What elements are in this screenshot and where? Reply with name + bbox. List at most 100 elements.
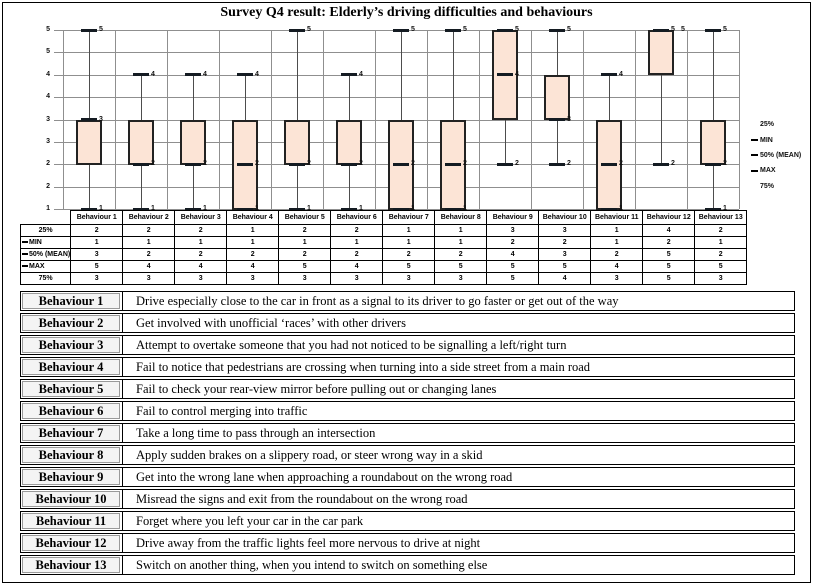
max-marker bbox=[185, 73, 201, 76]
table-value-cell: 1 bbox=[70, 236, 124, 249]
min-value-label: 1 bbox=[255, 205, 259, 212]
table-value-cell: 2 bbox=[694, 224, 748, 237]
behaviour-description: Misread the signs and exit from the roun… bbox=[136, 491, 468, 506]
y-gridline bbox=[54, 52, 739, 53]
max-marker bbox=[393, 29, 409, 32]
behaviour-row: Behaviour 12 Drive away from the traffic … bbox=[20, 533, 795, 553]
behaviour-row: Behaviour 6 Fail to control merging into … bbox=[20, 401, 795, 421]
table-value-cell: 1 bbox=[434, 236, 488, 249]
y-axis-tick-label: 2 bbox=[46, 160, 50, 167]
whisker bbox=[453, 30, 454, 209]
table-value-cell: 4 bbox=[486, 248, 540, 261]
category-header-cell: Behaviour 9 bbox=[486, 210, 540, 225]
behaviour-description: Fail to check your rear-view mirror befo… bbox=[136, 381, 497, 396]
behaviour-description: Fail to control merging into traffic bbox=[136, 403, 308, 418]
row-header-cell: MAX bbox=[19, 260, 72, 273]
table-value-cell: 5 bbox=[694, 260, 748, 273]
mean-value-label: 2 bbox=[463, 160, 467, 167]
mean-value-label: 2 bbox=[151, 160, 155, 167]
table-value-cell: 2 bbox=[382, 248, 436, 261]
behaviour-label-cell: Behaviour 12 bbox=[21, 534, 123, 552]
table-value-cell: 4 bbox=[174, 260, 228, 273]
category-header-cell: Behaviour 5 bbox=[278, 210, 332, 225]
table-value-cell: 5 bbox=[642, 272, 696, 285]
behaviour-label: Behaviour 8 bbox=[22, 447, 120, 463]
behaviour-row: Behaviour 4 Fail to notice that pedestria… bbox=[20, 357, 795, 377]
table-value-cell: 3 bbox=[330, 272, 384, 285]
box-25-75 bbox=[76, 120, 102, 165]
min-value-label: 1 bbox=[99, 205, 103, 212]
legend-dash-icon bbox=[22, 265, 28, 268]
y-gridline bbox=[54, 75, 739, 76]
behaviour-label: Behaviour 1 bbox=[22, 293, 120, 309]
row-header-cell: 25% bbox=[19, 224, 72, 237]
behaviour-description: Drive away from the traffic lights feel … bbox=[136, 535, 481, 550]
table-value-cell: 3 bbox=[278, 272, 332, 285]
category-separator-line bbox=[63, 30, 64, 209]
mean-marker bbox=[133, 163, 149, 166]
table-value-cell: 3 bbox=[590, 272, 644, 285]
mean-marker bbox=[289, 163, 305, 166]
table-value-cell: 5 bbox=[486, 260, 540, 273]
mean-marker bbox=[341, 163, 357, 166]
category-separator-line bbox=[167, 30, 168, 209]
category-header-cell: Behaviour 10 bbox=[538, 210, 592, 225]
category-separator-line bbox=[531, 30, 532, 209]
behaviour-label: Behaviour 7 bbox=[22, 425, 120, 441]
table-value-cell: 3 bbox=[70, 248, 124, 261]
mean-marker bbox=[601, 163, 617, 166]
category-separator-line bbox=[479, 30, 480, 209]
table-value-cell: 4 bbox=[122, 260, 176, 273]
min-value-label: 2 bbox=[515, 160, 519, 167]
max-marker bbox=[289, 29, 305, 32]
behaviour-label: Behaviour 3 bbox=[22, 337, 120, 353]
table-value-cell: 4 bbox=[590, 260, 644, 273]
category-header-cell: Behaviour 8 bbox=[434, 210, 488, 225]
legend-label: MAX bbox=[760, 167, 776, 175]
category-separator-line bbox=[635, 30, 636, 209]
row-header-cell: 75% bbox=[19, 272, 72, 285]
table-value-cell: 2 bbox=[278, 224, 332, 237]
behaviour-row: Behaviour 9 Get into the wrong lane when … bbox=[20, 467, 795, 487]
y-axis-tick-label: 3 bbox=[46, 116, 50, 123]
table-value-cell: 1 bbox=[382, 224, 436, 237]
legend-label: 75% bbox=[760, 182, 775, 190]
table-value-cell: 5 bbox=[538, 260, 592, 273]
blank-corner-cell bbox=[21, 211, 71, 225]
behaviour-row: Behaviour 11 Forget where you left your c… bbox=[20, 511, 795, 531]
whisker bbox=[713, 30, 714, 209]
table-value-cell: 5 bbox=[642, 248, 696, 261]
y-axis-tick-label: 5 bbox=[46, 48, 50, 55]
behaviour-label-cell: Behaviour 11 bbox=[21, 512, 123, 530]
behaviour-label: Behaviour 12 bbox=[22, 535, 120, 551]
behaviour-row: Behaviour 1 Drive especially close to the… bbox=[20, 291, 795, 311]
category-header-cell: Behaviour 2 bbox=[122, 210, 176, 225]
category-separator-line bbox=[271, 30, 272, 209]
table-value-cell: 2 bbox=[642, 236, 696, 249]
behaviour-row: Behaviour 3 Attempt to overtake someone t… bbox=[20, 335, 795, 355]
mean-value-label: 3 bbox=[99, 116, 103, 123]
max-marker bbox=[341, 73, 357, 76]
max-value-label: 4 bbox=[359, 71, 363, 78]
category-separator-line bbox=[687, 30, 688, 209]
table-value-cell: 2 bbox=[226, 248, 280, 261]
y-axis-tick-label: 5 bbox=[46, 26, 50, 33]
max-value-label: 4 bbox=[203, 71, 207, 78]
table-value-cell: 4 bbox=[330, 260, 384, 273]
table-value-cell: 3 bbox=[538, 224, 592, 237]
min-marker bbox=[237, 208, 253, 211]
category-header-cell: Behaviour 6 bbox=[330, 210, 384, 225]
table-value-cell: 2 bbox=[694, 248, 748, 261]
table-value-cell: 3 bbox=[382, 272, 436, 285]
legend-label: 25% bbox=[760, 121, 775, 129]
behaviour-row: Behaviour 5 Fail to check your rear-view … bbox=[20, 379, 795, 399]
category-header-cell: Behaviour 13 bbox=[694, 210, 748, 225]
table-value-cell: 2 bbox=[278, 248, 332, 261]
table-value-cell: 2 bbox=[538, 236, 592, 249]
min-value-label: 1 bbox=[307, 205, 311, 212]
table-value-cell: 3 bbox=[538, 248, 592, 261]
max-value-label: 4 bbox=[255, 71, 259, 78]
min-value-label: 1 bbox=[203, 205, 207, 212]
behaviour-row: Behaviour 2 Get involved with unofficial … bbox=[20, 313, 795, 333]
table-value-cell: 2 bbox=[174, 224, 228, 237]
